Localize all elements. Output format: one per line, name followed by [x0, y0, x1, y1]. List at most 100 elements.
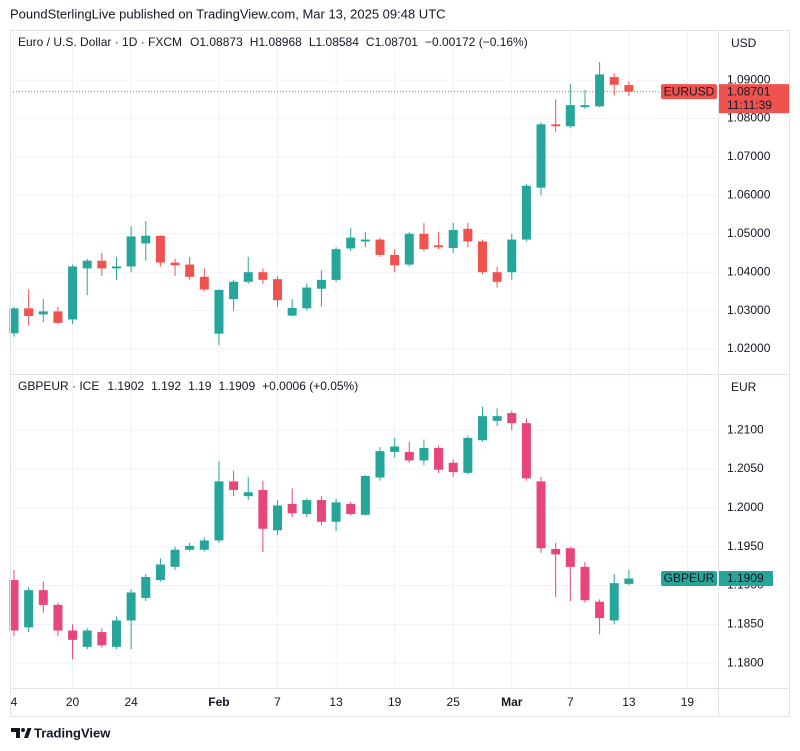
candle-body: [9, 580, 19, 631]
legend-text: Euro / U.S. Dollar · 1D · FXCM: [18, 35, 182, 49]
logo-dot: [21, 728, 25, 732]
candle-body: [258, 272, 268, 280]
candle-body: [199, 276, 209, 290]
candle-body: [565, 105, 575, 127]
candle-body: [214, 481, 224, 541]
y-tick-label: 1.04000: [727, 264, 771, 278]
candle-body: [287, 307, 297, 316]
symbol-tag-label: EURUSD: [664, 84, 715, 98]
candle-body: [185, 545, 195, 550]
price-tag-label: 1.1909: [727, 571, 764, 585]
y-tick-label: 1.08000: [727, 111, 771, 125]
candle-body: [185, 264, 195, 277]
candle-body: [316, 279, 326, 289]
currency-label: EUR: [731, 380, 757, 394]
y-tick-label: 1.09000: [727, 72, 771, 86]
candle-body: [24, 590, 34, 628]
symbol-tag-label: GBPEUR: [664, 571, 715, 585]
y-tick-label: 1.05000: [727, 226, 771, 240]
legend-text: O: [190, 35, 199, 49]
candle-body: [111, 266, 121, 269]
legend-text: 1.1909: [218, 379, 255, 393]
candle-body: [38, 311, 48, 315]
candle-body: [536, 124, 546, 188]
price-tag: [719, 84, 790, 114]
x-tick-label: 24: [124, 695, 138, 709]
candle-body: [463, 228, 473, 242]
legend-text: 1.1902: [107, 379, 144, 393]
candle-body: [507, 239, 517, 273]
labels: 1.02000 1.03000 1.04000 1.05000 1.06000 1.070…: [11, 35, 790, 709]
candle-body: [390, 446, 400, 452]
candle-body: [346, 237, 356, 249]
logo-shape: [11, 728, 20, 738]
y-tick-label: 1.03000: [727, 303, 771, 317]
candle-body: [258, 489, 268, 529]
candle-body: [316, 500, 326, 522]
candle-body: [536, 481, 546, 549]
y-tick-label: 1.06000: [727, 188, 771, 202]
candle-body: [346, 503, 356, 515]
candle-body: [521, 185, 531, 240]
candle-body: [551, 124, 561, 127]
x-tick-label: 19: [388, 695, 402, 709]
legend-text: C: [366, 35, 375, 49]
candle-body: [609, 583, 619, 621]
legend-text: H: [250, 35, 259, 49]
candle-body: [287, 503, 297, 514]
candle-body: [477, 241, 487, 273]
marks: [9, 62, 660, 660]
candle-body: [492, 416, 502, 421]
candle-body: [82, 630, 92, 647]
candle-body: [302, 500, 312, 515]
symbol-tag: [661, 84, 717, 100]
candle-body: [68, 630, 78, 640]
symbol-tag: [661, 570, 717, 586]
y-tick-label: 1.1950: [727, 539, 764, 553]
x-tick-label: 25: [447, 695, 461, 709]
candle-body: [170, 549, 180, 567]
candle-body: [448, 462, 458, 473]
candle-body: [111, 620, 121, 647]
legend-text: L: [309, 35, 316, 49]
candle-body: [595, 601, 605, 619]
candle-body: [434, 448, 444, 470]
x-tick-label: Feb: [208, 695, 229, 709]
x-tick-label: 20: [66, 695, 80, 709]
candle-body: [477, 416, 487, 441]
legend-text: −0.00172 (−0.16%): [425, 35, 528, 49]
candle-body: [565, 548, 575, 567]
candle-body: [375, 451, 385, 478]
y-tick-label: 1.2050: [727, 461, 764, 475]
header: PoundSterlingLive published on TradingVi…: [10, 6, 446, 21]
candle-body: [68, 266, 78, 320]
candle-body: [521, 423, 531, 479]
footer: TradingView: [34, 725, 111, 740]
legend-text: 1.08701: [375, 35, 419, 49]
y-tick-label: 1.2100: [727, 422, 764, 436]
x-tick-label: 13: [622, 695, 636, 709]
legend-text: GBPEUR · ICE: [18, 379, 99, 393]
candle-body: [214, 289, 224, 334]
candle-body: [404, 451, 414, 461]
candle-body: [624, 85, 634, 92]
x-tick-label: 4: [11, 695, 18, 709]
x-tick-label: 19: [681, 695, 695, 709]
candle-body: [390, 254, 400, 266]
y-tick-label: 1.02000: [727, 341, 771, 355]
candle-body: [609, 77, 619, 85]
candle-body: [82, 260, 92, 269]
candle-body: [331, 249, 341, 280]
candle-body: [419, 233, 429, 250]
candle-body: [580, 566, 590, 601]
candle-body: [243, 272, 253, 282]
candle-body: [126, 236, 136, 267]
x-tick-label: 13: [329, 695, 343, 709]
candle-body: [360, 475, 370, 515]
tradingview-logo: [11, 728, 32, 738]
logo-shape: [24, 728, 32, 738]
candle-body: [448, 229, 458, 249]
y-tick-label: 1.07000: [727, 149, 771, 163]
